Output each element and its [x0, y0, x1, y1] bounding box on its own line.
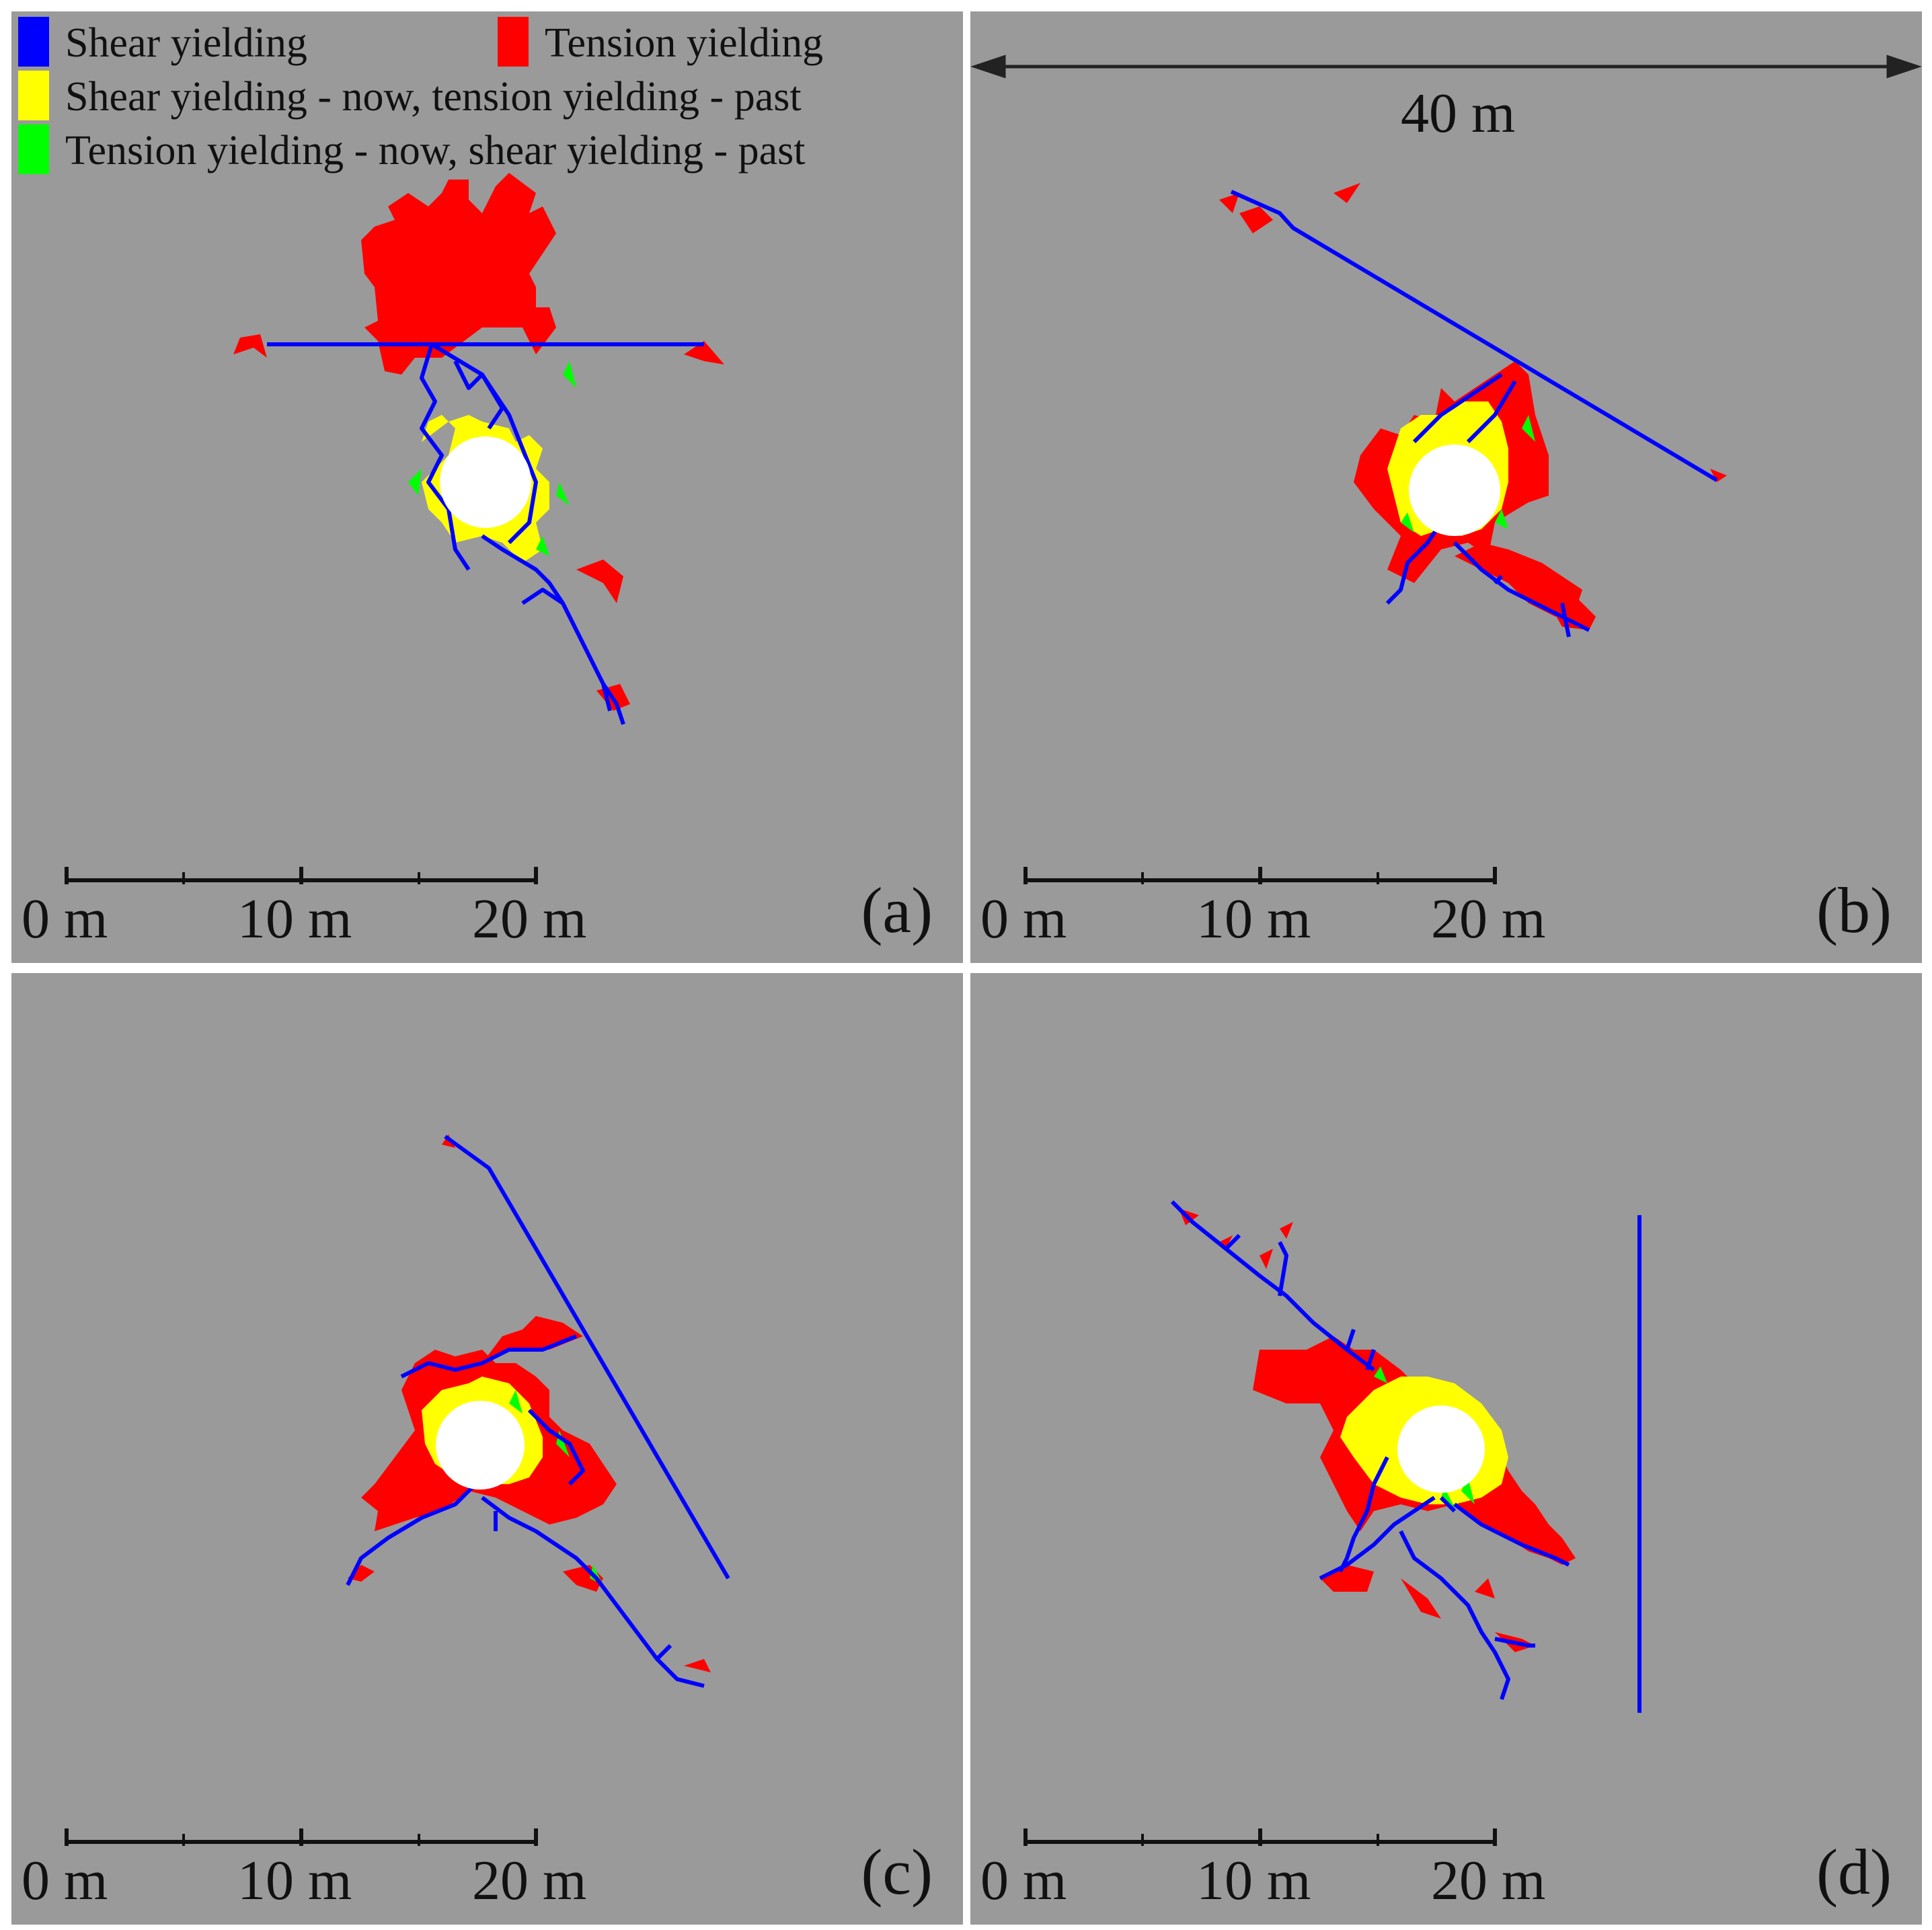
shear-fractures — [1170, 1200, 1641, 1713]
scale-label-20: 20 m — [1431, 888, 1546, 950]
tunnel-opening — [440, 436, 531, 528]
scale-label-10: 10 m — [1196, 1849, 1311, 1912]
legend-label-shear: Shear yielding — [65, 20, 307, 66]
panel-label-b: (b) — [1816, 874, 1892, 946]
tunnel-opening — [1409, 445, 1500, 536]
panel-a: Shear yielding Tension yielding Shear yi… — [11, 11, 963, 963]
panel-label-d: (d) — [1816, 1836, 1892, 1908]
scale-label-0: 0 m — [22, 1849, 108, 1912]
shear-fractures — [1230, 190, 1718, 638]
legend-swatch-tension-now-shear-past — [18, 124, 49, 174]
dimension-arrow — [970, 54, 1922, 79]
scale-label-20: 20 m — [472, 1849, 587, 1912]
scale-label-0: 0 m — [980, 888, 1067, 950]
scale-label-20: 20 m — [1431, 1849, 1546, 1912]
legend-swatch-shear — [18, 17, 49, 67]
scale-label-10: 10 m — [237, 1849, 352, 1912]
panel-c-yield-plot — [346, 1134, 730, 1688]
panel-d-yield-plot — [1170, 1200, 1641, 1713]
scale-label-0: 0 m — [980, 1849, 1067, 1912]
panel-b-yield-plot — [970, 54, 1922, 638]
legend-swatch-tension — [498, 17, 529, 67]
legend-label-tension: Tension yielding — [545, 20, 824, 66]
panel-c: 0 m 10 m 20 m (c) — [11, 973, 963, 1925]
legend-label-tension-now-shear-past: Tension yielding - now, shear yielding -… — [65, 128, 806, 173]
tunnel-opening — [1397, 1405, 1485, 1493]
panel-d: 0 m 10 m 20 m (d) — [970, 973, 1922, 1925]
panel-a-yield-plot — [233, 173, 724, 725]
legend-label-shear-now-tension-past: Shear yielding - now, tension yielding -… — [65, 74, 802, 120]
scale-label-20: 20 m — [472, 888, 587, 950]
dimension-label: 40 m — [1401, 82, 1516, 145]
panel-label-c: (c) — [861, 1836, 933, 1908]
tension-now-shear-past-zone — [1401, 415, 1535, 533]
legend-swatch-shear-now-tension-past — [18, 71, 49, 120]
scale-label-0: 0 m — [22, 888, 108, 950]
panel-label-a: (a) — [861, 874, 933, 946]
shear-fractures — [346, 1134, 730, 1688]
scale-label-10: 10 m — [1196, 888, 1311, 950]
panel-b: 40 m 0 m 10 m 20 m (b) — [970, 11, 1922, 963]
scale-label-10: 10 m — [237, 888, 352, 950]
tunnel-opening — [436, 1401, 525, 1490]
tension-now-shear-past-zone — [408, 361, 576, 556]
shear-fractures — [267, 342, 704, 725]
